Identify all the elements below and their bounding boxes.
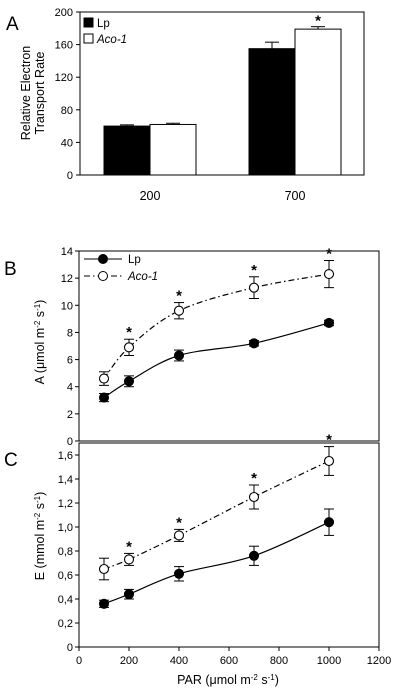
panel-a-significance-mark-0: * xyxy=(315,13,321,30)
panel-b-ylabel-sup2: -1 xyxy=(33,303,42,311)
panel-c-significance-mark-0: * xyxy=(126,538,132,555)
panel-c-ylabel: E (mmol m-2 s-1) xyxy=(33,492,48,581)
panel-a-bar-1-1 xyxy=(294,28,342,176)
panel-b-ytick-label-3: 6 xyxy=(67,355,73,367)
panel-c-point-0-2 xyxy=(173,568,185,579)
panel-a-ylabel-line1: Relative Electron xyxy=(19,46,33,141)
panel-c-line-chart: 0 0,2 0,4 0,6 0,8 1,0 1,2 1,4 1,6 0 200 400 600 800 10… xyxy=(58,432,392,667)
panel-b-ytick-label-0: 0 xyxy=(67,436,73,448)
panel-c-point-0-0 xyxy=(98,598,110,609)
panel-c-xtick-label-2: 400 xyxy=(170,655,188,667)
panel-c-point-1-3 xyxy=(248,491,260,503)
panel-b-significance-mark-2: * xyxy=(251,262,257,279)
panel-c-point-1-0 xyxy=(98,563,110,575)
panel-b-ytick-label-1: 2 xyxy=(67,409,73,421)
panel-a-bar-1-0 xyxy=(149,123,197,176)
panel-c-ytick-label-1: 0,2 xyxy=(58,618,73,630)
panel-b-legend-label-0: Lp xyxy=(128,254,141,266)
panel-b-ylabel-sup1: -2 xyxy=(33,320,42,328)
panel-b-point-1-3 xyxy=(248,282,260,293)
panel-letter-b: B xyxy=(4,259,17,280)
panel-c-xtick-label-1: 200 xyxy=(120,655,138,667)
panel-b-ytick-label-4: 8 xyxy=(67,327,73,339)
panel-c-xtick-label-5: 1000 xyxy=(317,655,341,667)
panel-a-ytick-label-4: 160 xyxy=(55,40,73,52)
panel-b-legend-marker-0 xyxy=(98,254,108,264)
panel-b-ytick-label-5: 10 xyxy=(61,300,73,312)
panel-c-series-line-1 xyxy=(103,460,330,570)
panel-b-point-0-4 xyxy=(323,317,335,328)
panel-c-ylabel-sup1: -2 xyxy=(33,512,42,520)
panel-b-significance-mark-3: * xyxy=(326,246,332,263)
panel-a-ylabel-line2: Transport Rate xyxy=(33,52,47,135)
panel-a-xtick-label-0: 200 xyxy=(140,189,161,203)
panel-b-point-1-1 xyxy=(123,342,135,353)
panel-c-ytick-label-0: 0 xyxy=(67,642,73,654)
panel-b-significance-mark-0: * xyxy=(126,324,132,341)
panel-c-ytick-label-7: 1,4 xyxy=(58,474,73,486)
panel-a-legend-swatch-0 xyxy=(83,17,94,28)
panel-a-legend-label-0: Lp xyxy=(97,18,110,30)
panel-c-ytick-label-3: 0,6 xyxy=(58,570,73,582)
panel-b-legend-label-1: Aco-1 xyxy=(127,271,158,283)
panel-letter-c: C xyxy=(4,450,18,471)
panel-b-ytick-label-2: 4 xyxy=(67,382,73,394)
panel-c-ytick-label-2: 0,4 xyxy=(58,594,73,606)
panel-b-plot-frame xyxy=(78,250,380,442)
panel-a-ytick-label-0: 0 xyxy=(67,170,73,182)
panel-a-ytick-label-3: 120 xyxy=(55,72,73,84)
panel-a-plot-frame xyxy=(79,11,365,176)
panel-c-significance-mark-1: * xyxy=(176,514,182,531)
panel-c-xtick-label-0: 0 xyxy=(76,655,82,667)
panel-b-ylabel: A (μmol m-2 s-1) xyxy=(33,300,48,385)
panel-c-ytick-label-5: 1,0 xyxy=(58,522,73,534)
panel-a-ytick-label-1: 40 xyxy=(61,137,73,149)
panel-a-legend-label-1: Aco-1 xyxy=(96,34,127,46)
panel-b-ytick-label-7: 14 xyxy=(61,246,73,258)
panel-b-point-0-0 xyxy=(98,392,110,403)
panel-b-series-line-1 xyxy=(103,273,330,379)
panel-b-series-line-0 xyxy=(103,322,330,399)
panel-c-series-line-0 xyxy=(103,521,330,605)
panel-letter-a: A xyxy=(6,14,19,35)
panel-c-ytick-label-4: 0,8 xyxy=(58,546,73,558)
panel-c-xtick-label-6: 1200 xyxy=(367,655,391,667)
panel-c-point-0-4 xyxy=(323,517,335,528)
panel-b-point-0-3 xyxy=(248,338,260,349)
panel-a-xtick-label-1: 700 xyxy=(285,189,306,203)
panel-b-ytick-label-6: 12 xyxy=(61,273,73,285)
panel-b-significance-mark-1: * xyxy=(176,288,182,305)
panel-c-point-1-1 xyxy=(123,554,135,565)
panel-c-ylabel-sup2: -1 xyxy=(33,495,42,503)
panel-a-bar-0-1 xyxy=(248,48,296,176)
panel-c-point-0-1 xyxy=(123,589,135,600)
panel-c-xlabel-sup1: -2 xyxy=(251,673,259,682)
panel-c-xtick-label-4: 800 xyxy=(270,655,288,667)
panel-c-xtick-label-3: 600 xyxy=(220,655,238,667)
panel-c-significance-mark-3: * xyxy=(326,432,332,449)
panel-c-ytick-label-6: 1,2 xyxy=(58,498,73,510)
panel-a-bar-0-0 xyxy=(103,125,151,176)
panel-c-point-1-2 xyxy=(173,530,185,541)
panel-a-ytick-label-5: 200 xyxy=(55,7,73,19)
panel-c-xlabel-sup2: -1 xyxy=(268,673,276,682)
panel-c-ytick-label-8: 1,6 xyxy=(58,450,73,462)
panel-b-legend-marker-1 xyxy=(98,271,108,281)
panel-b-point-1-2 xyxy=(173,305,185,316)
panel-b-point-1-0 xyxy=(98,373,110,384)
panel-c-xlabel: PAR (μmol m-2 s-1) xyxy=(177,673,279,688)
panel-b-line-chart: 0 2 4 6 8 10 12 14 * * * * Lp Aco-1 xyxy=(61,246,380,448)
panel-b-point-0-1 xyxy=(123,376,135,387)
panel-a-legend-swatch-1 xyxy=(83,33,94,44)
panel-a-bar-chart: 0 40 80 120 160 200 200 700 * Lp Aco-1 xyxy=(55,7,365,203)
panel-b-point-1-4 xyxy=(323,269,335,280)
panel-c-point-1-4 xyxy=(323,455,335,467)
panel-c-significance-mark-2: * xyxy=(251,470,257,487)
panel-b-point-0-2 xyxy=(173,350,185,361)
panel-c-plot-frame xyxy=(78,442,380,648)
panel-c-point-0-3 xyxy=(248,550,260,561)
panel-a-ytick-label-2: 80 xyxy=(61,105,73,117)
